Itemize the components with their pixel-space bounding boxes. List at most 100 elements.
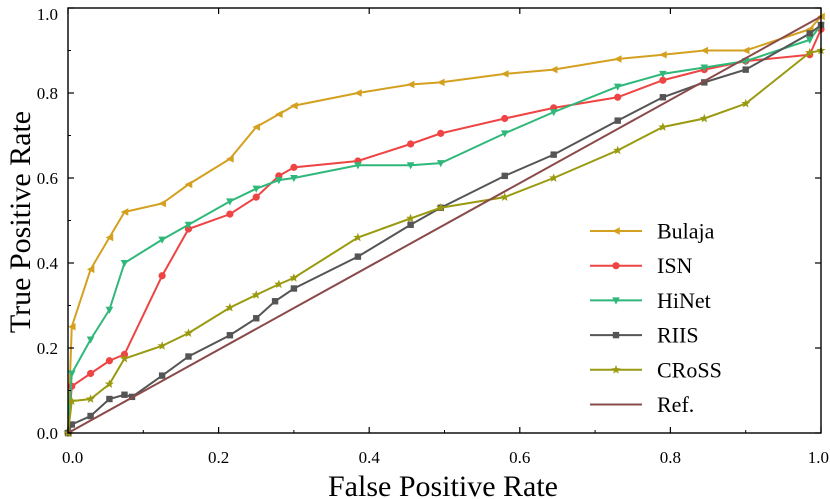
point-isn (614, 93, 622, 101)
legend-item-isn: ISN (590, 253, 693, 278)
point-isn (158, 272, 166, 280)
point-bulaja (436, 78, 445, 87)
point-isn (105, 357, 114, 365)
point-bulaja (275, 110, 283, 119)
line-bulaja (67, 15, 822, 434)
line-ref (67, 15, 822, 434)
point-riis (106, 395, 113, 403)
point-cross (274, 279, 284, 289)
point-riis (253, 315, 260, 322)
x-tick-label: 1.0 (808, 448, 829, 467)
point-isn (501, 114, 509, 123)
point-isn (252, 193, 260, 201)
point-bulaja (105, 233, 114, 242)
legend-item-ref: Ref. (590, 392, 694, 417)
point-riis (742, 66, 749, 73)
point-riis (659, 94, 667, 101)
point-hinet (252, 185, 261, 193)
point-riis (87, 412, 94, 420)
point-cross (613, 145, 623, 155)
point-cross (658, 122, 668, 131)
point-cross (251, 290, 261, 299)
legend-label-isn: ISN (657, 253, 693, 278)
point-riis (290, 285, 298, 292)
point-hinet (275, 177, 283, 185)
x-tick-label: 0.0 (62, 448, 83, 467)
point-bulaja (354, 89, 362, 97)
point-bulaja (741, 46, 750, 55)
point-hinet (659, 70, 667, 79)
point-cross (353, 232, 363, 242)
point-riis (614, 117, 621, 124)
axis-ticks: 0.0 0.2 0.4 0.6 0.8 1.0 0.0 0.2 0.4 0.6 0.8 1.0 (37, 5, 829, 467)
point-riis (501, 172, 508, 180)
point-bulaja (500, 70, 509, 78)
point-riis (407, 221, 414, 228)
series-ref (67, 15, 822, 434)
point-isn (226, 210, 234, 218)
point-riis (68, 421, 75, 428)
point-cross (741, 98, 751, 108)
point-isn (290, 163, 298, 171)
point-bulaja (86, 265, 95, 274)
legend-item-riis: RIIS (590, 323, 699, 348)
series-bulaja (64, 12, 825, 437)
legend-marker-hinet (612, 297, 620, 305)
y-tick-label: 0.4 (37, 254, 59, 273)
point-bulaja (252, 123, 261, 131)
series-layer (63, 12, 826, 438)
point-cross (500, 192, 510, 202)
legend-label-cross: CRoSS (657, 357, 722, 382)
legend-marker-isn (612, 262, 620, 270)
y-tick-label: 0.0 (37, 424, 58, 443)
point-cross (104, 379, 114, 389)
point-cross (119, 353, 130, 363)
point-riis (550, 151, 557, 158)
legend-marker-cross (611, 365, 621, 374)
point-riis (701, 79, 708, 86)
point-cross (699, 113, 709, 123)
y-tick-label: 0.2 (37, 339, 58, 358)
point-hinet (67, 370, 76, 378)
point-hinet (805, 36, 814, 45)
point-riis (226, 332, 234, 339)
point-bulaja (184, 180, 193, 189)
legend-marker-bulaja (612, 227, 620, 235)
point-bulaja (659, 50, 667, 59)
point-hinet (436, 160, 445, 168)
point-riis (354, 253, 362, 260)
point-riis (158, 372, 166, 379)
point-cross (406, 213, 416, 223)
point-hinet (86, 336, 95, 344)
point-bulaja (67, 322, 76, 331)
point-bulaja (549, 65, 558, 74)
point-hinet (406, 162, 415, 170)
legend-item-hinet: HiNet (590, 288, 711, 313)
legend-label-bulaja: Bulaja (657, 219, 715, 244)
line-cross (67, 49, 822, 434)
point-hinet (500, 130, 509, 138)
point-riis (185, 353, 192, 360)
point-riis (121, 391, 128, 398)
point-bulaja (226, 155, 234, 163)
point-isn (437, 129, 445, 137)
point-bulaja (613, 55, 622, 63)
point-bulaja (406, 80, 415, 89)
point-isn (184, 225, 193, 233)
point-bulaja (120, 208, 129, 216)
point-bulaja (700, 46, 709, 55)
x-axis-title: False Positive Rate (328, 470, 558, 499)
y-tick-label: 1.0 (37, 5, 58, 24)
legend-item-bulaja: Bulaja (590, 219, 715, 244)
y-tick-label: 0.6 (37, 169, 58, 188)
point-bulaja (290, 101, 298, 110)
y-axis-title: True Positive Rate (4, 111, 37, 333)
point-cross (436, 202, 446, 212)
x-tick-label: 0.4 (359, 448, 381, 467)
point-cross (549, 173, 559, 182)
line-hinet (67, 24, 822, 434)
point-isn (407, 140, 415, 148)
point-cross (157, 341, 167, 350)
